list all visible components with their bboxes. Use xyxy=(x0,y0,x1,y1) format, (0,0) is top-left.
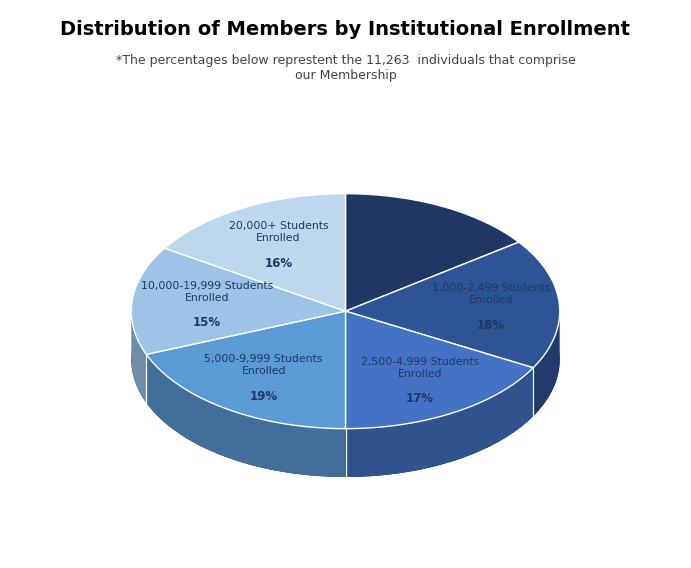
Text: 5,000-9,999 Students
Enrolled: 5,000-9,999 Students Enrolled xyxy=(205,354,323,376)
Text: 15%: 15% xyxy=(395,256,423,269)
Text: *The percentages below represtent the 11,263  individuals that comprise
our Memb: *The percentages below represtent the 11… xyxy=(115,54,576,82)
Text: Under 1,000 Students
Enrolled: Under 1,000 Students Enrolled xyxy=(349,220,468,242)
Text: 17%: 17% xyxy=(406,392,434,406)
Ellipse shape xyxy=(131,242,560,477)
Polygon shape xyxy=(346,311,533,429)
Text: 1,000-2,499 Students
Enrolled: 1,000-2,499 Students Enrolled xyxy=(432,283,550,305)
Text: 2,500-4,999 Students
Enrolled: 2,500-4,999 Students Enrolled xyxy=(361,357,479,379)
Polygon shape xyxy=(131,248,346,354)
Polygon shape xyxy=(346,367,533,477)
Polygon shape xyxy=(146,311,346,429)
Text: 18%: 18% xyxy=(477,319,505,332)
Polygon shape xyxy=(146,354,346,477)
Text: 19%: 19% xyxy=(249,390,278,403)
Text: Distribution of Members by Institutional Enrollment: Distribution of Members by Institutional… xyxy=(61,20,630,39)
Polygon shape xyxy=(131,311,146,403)
Text: 15%: 15% xyxy=(193,316,221,329)
Polygon shape xyxy=(164,194,346,311)
Text: 16%: 16% xyxy=(265,257,292,270)
Text: 10,000-19,999 Students
Enrolled: 10,000-19,999 Students Enrolled xyxy=(141,281,273,303)
Polygon shape xyxy=(533,311,560,416)
Text: 20,000+ Students
Enrolled: 20,000+ Students Enrolled xyxy=(229,221,328,243)
Polygon shape xyxy=(346,194,519,311)
Polygon shape xyxy=(346,242,560,367)
